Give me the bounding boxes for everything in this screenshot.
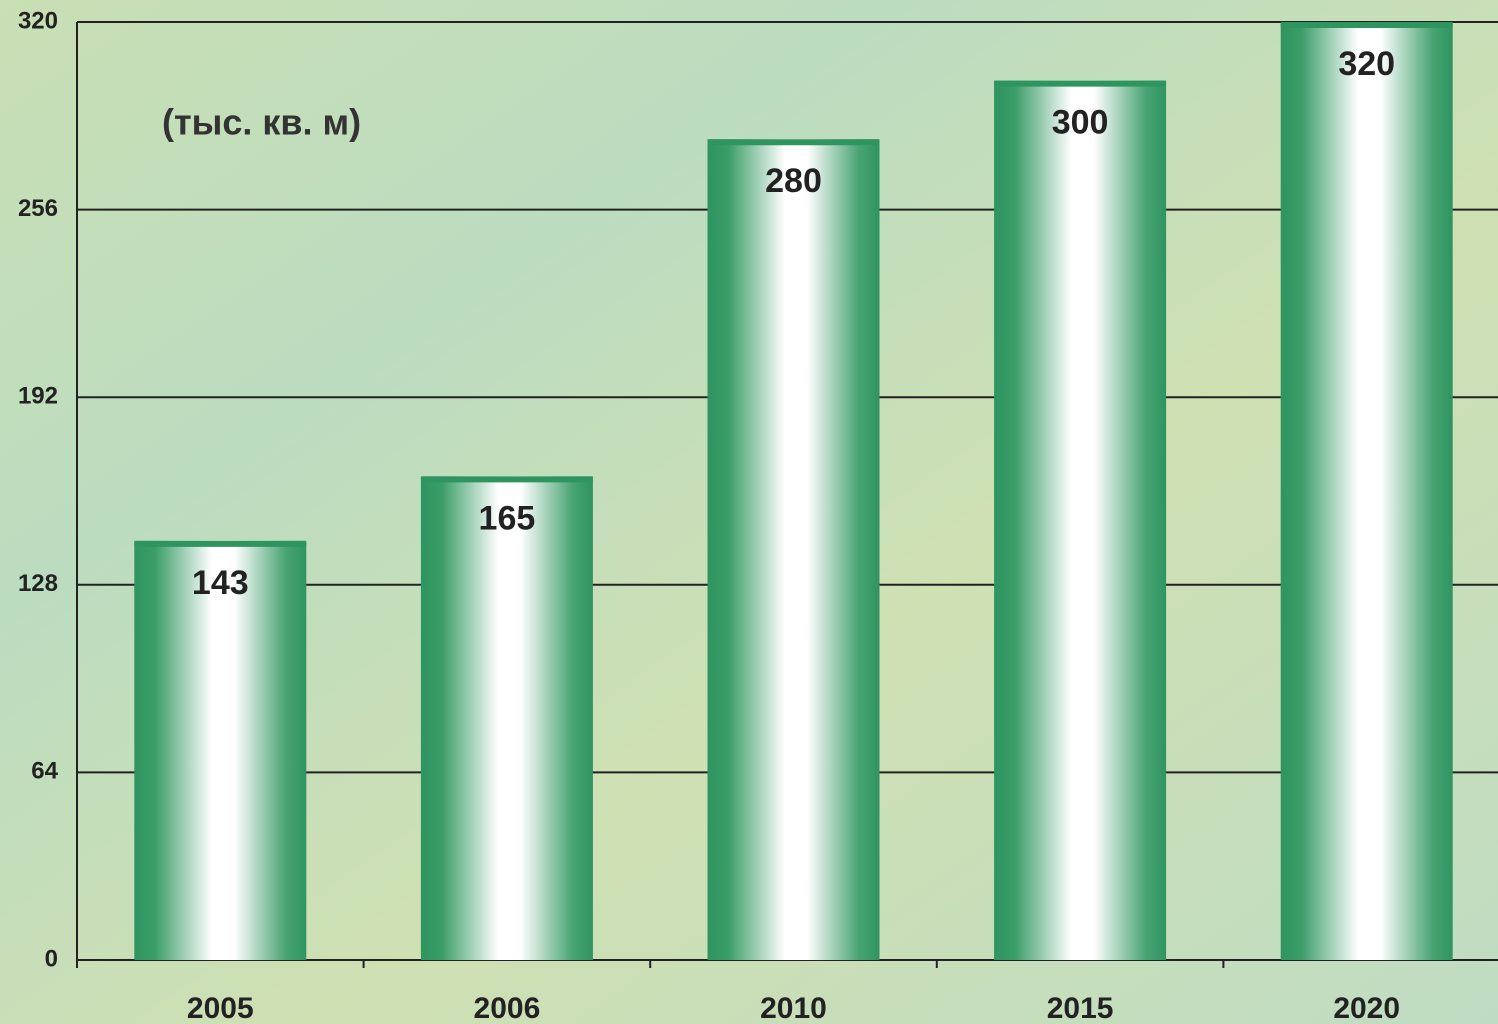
y-tick-label: 64: [31, 758, 58, 785]
value-label: 320: [1338, 45, 1395, 83]
value-label: 165: [479, 499, 536, 537]
x-tick-label: 2020: [1333, 992, 1400, 1024]
bar-top: [994, 80, 1167, 87]
bar-top: [420, 476, 593, 483]
y-tick-label: 256: [18, 195, 58, 222]
bar: [994, 80, 1167, 960]
x-tick-label: 2006: [474, 992, 541, 1024]
value-label: 300: [1052, 104, 1109, 142]
bar-top: [707, 139, 880, 146]
bar: [420, 476, 593, 960]
x-tick-label: 2010: [760, 992, 827, 1024]
bar-top: [1280, 22, 1453, 28]
y-tick-label: 128: [18, 570, 58, 597]
bar: [707, 139, 880, 960]
value-label: 280: [765, 162, 822, 200]
bar-top: [134, 540, 307, 547]
value-label: 143: [192, 564, 249, 602]
y-tick-label: 0: [45, 945, 58, 972]
bar: [134, 540, 307, 960]
x-tick-label: 2005: [187, 992, 254, 1024]
bar: [1280, 22, 1453, 960]
annotation: (тыс. кв. м): [162, 102, 361, 143]
y-tick-label: 192: [18, 383, 58, 410]
y-tick-label: 320: [18, 7, 58, 34]
x-tick-label: 2015: [1047, 992, 1114, 1024]
